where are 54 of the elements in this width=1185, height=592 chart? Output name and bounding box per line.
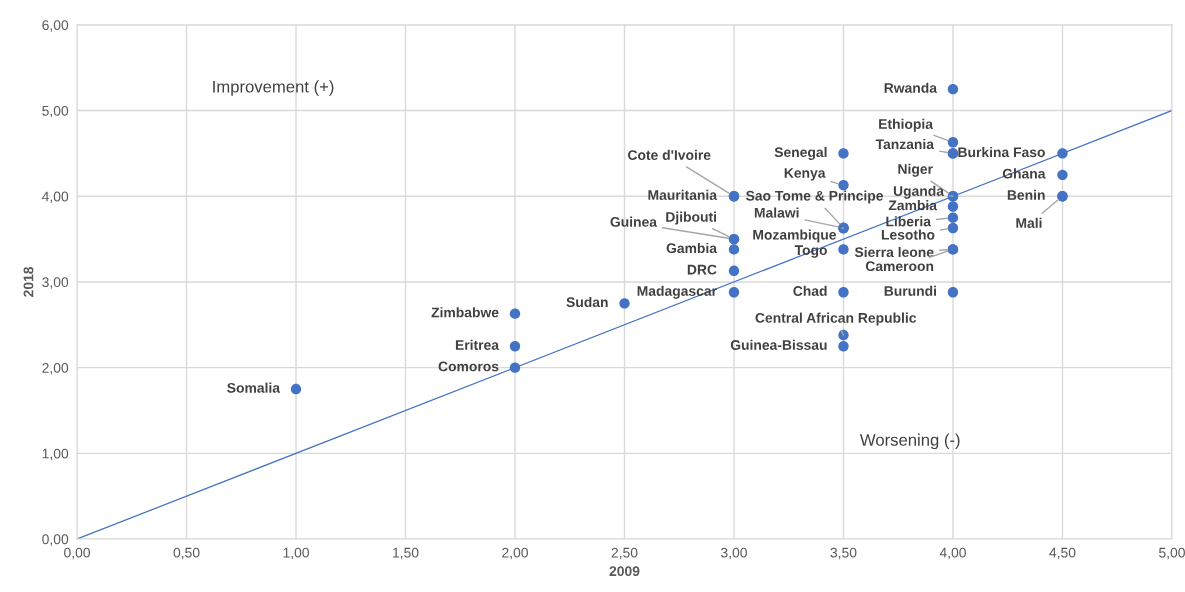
annotation: Eritrea	[455, 339, 500, 350]
annotation: Guinea	[610, 216, 658, 227]
annotation: Sao Tome & Principe	[745, 190, 884, 204]
annotation: Cote d'Ivoire	[628, 149, 711, 160]
x-tick-label: 2,50	[611, 547, 638, 560]
y-tick-label: 0,00	[42, 534, 69, 546]
annotation: Mozambique	[753, 229, 837, 243]
annotation: Cameroon	[865, 261, 934, 272]
x-tick-label: 4,50	[1049, 547, 1076, 560]
x-tick-label: 1,50	[393, 547, 419, 560]
annotation: Senegal	[774, 146, 827, 160]
x-tick-label: 1,00	[283, 547, 309, 560]
annotation: Somalia	[227, 382, 281, 393]
annotation: Rwanda	[884, 82, 938, 93]
annotation: Burkina Faso	[958, 146, 1045, 158]
y-tick-label: 2,00	[42, 362, 69, 375]
x-tick-label: 2,00	[502, 547, 528, 560]
annotation: Sudan	[566, 296, 608, 308]
annotation: Ethiopia	[879, 118, 934, 132]
x-tick-label: 3,00	[721, 547, 747, 560]
annotation: Central African Republic	[755, 312, 917, 326]
x-tick-label: 5,00	[1159, 547, 1185, 560]
y-tick-label: 6,00	[42, 20, 69, 32]
annotation: Chad	[793, 285, 827, 296]
y-axis-title: 2018	[23, 266, 34, 297]
annotation: Mali	[1016, 217, 1042, 228]
x-axis-title: 2009	[609, 566, 640, 577]
x-tick-label: 3,50	[830, 547, 857, 560]
y-tick-label: 3,00	[42, 277, 69, 289]
annotation: Mauritania	[648, 189, 718, 200]
annotation: Sierra leone	[854, 246, 934, 258]
annotation: Malawi	[754, 207, 799, 218]
annotation: Improvement (+)	[213, 80, 334, 96]
annotation: Djibouti	[666, 211, 717, 225]
annotation: Zimbabwe	[431, 307, 499, 318]
annotation: Kenya	[784, 168, 826, 181]
x-tick-label: 0,50	[173, 547, 200, 560]
annotation: Liberia	[886, 216, 932, 227]
annotation: Comoros	[438, 361, 499, 372]
annotation: Guinea-Bissau	[730, 339, 827, 350]
annotation: Uganda	[893, 185, 945, 199]
x-tick-label: 0,00	[64, 547, 90, 560]
annotation: Niger	[898, 163, 933, 177]
annotation: DRC	[687, 264, 717, 275]
annotation: Gambia	[666, 242, 718, 254]
y-tick-label: 4,00	[41, 191, 69, 204]
annotation: Benin	[1007, 189, 1045, 200]
x-tick-label: 4,00	[939, 547, 966, 560]
annotation: Burundi	[884, 285, 936, 296]
annotation: Tanzania	[875, 138, 935, 150]
y-tick-label: 5,00	[42, 105, 69, 118]
annotation: Lesotho	[881, 229, 935, 240]
y-tick-label: 1,00	[42, 448, 69, 461]
annotation: Worsening (-)	[859, 433, 960, 450]
